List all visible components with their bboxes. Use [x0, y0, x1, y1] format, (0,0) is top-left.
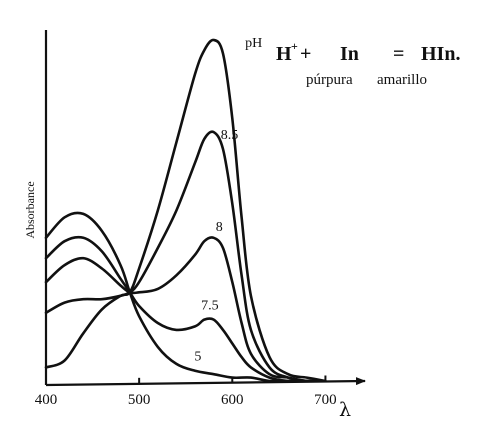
series-label: 8.5: [221, 128, 239, 143]
equation-h-superscript: +: [291, 39, 298, 53]
series-label: pH: [245, 36, 262, 51]
x-tick-label: 700: [314, 392, 337, 408]
x-tick-group: 400 500 600 700: [35, 375, 337, 408]
series-curve-7-5: [44, 235, 327, 383]
color-label-yellow: amarillo: [377, 72, 427, 88]
series-curve-8-5: [44, 130, 327, 383]
equation-equals: =: [393, 43, 404, 65]
curve-label-group: pH 8.5 8 7.5 5: [194, 36, 262, 365]
x-tick-label: 500: [128, 392, 151, 408]
curve-group: [44, 38, 327, 383]
equation-plus: +: [300, 43, 311, 65]
equation-h: H: [276, 43, 292, 65]
series-label: 5: [194, 350, 201, 365]
series-curve-pH: [44, 38, 327, 383]
series-label: 8: [216, 220, 223, 235]
equation-indicator: In: [340, 43, 359, 65]
equation-product: HIn.: [421, 43, 460, 65]
series-curve-8: [44, 236, 327, 383]
x-tick-label: 400: [35, 392, 58, 408]
series-label: 7.5: [201, 298, 219, 313]
color-label-purple: púrpura: [306, 72, 353, 88]
y-axis-title: Absorbance: [23, 181, 37, 238]
x-axis-title: λ: [339, 399, 351, 421]
x-tick-label: 600: [221, 392, 244, 408]
series-curve-5: [44, 211, 327, 383]
equilibrium-equation: H + + In = HIn. púrpura amarillo: [276, 39, 460, 88]
